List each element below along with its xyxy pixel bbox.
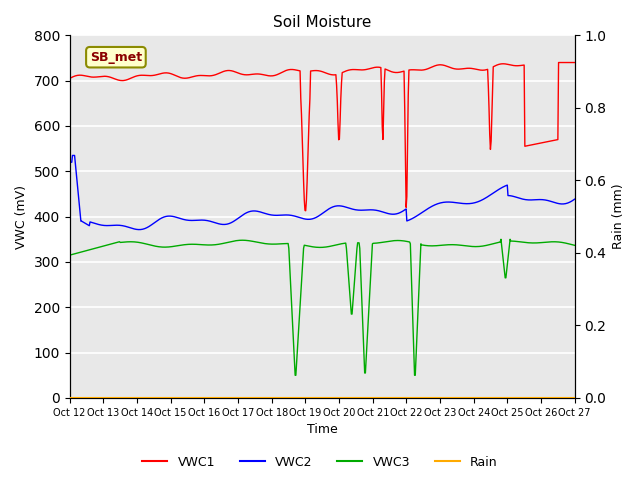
Text: SB_met: SB_met [90, 51, 142, 64]
Y-axis label: VWC (mV): VWC (mV) [15, 185, 28, 249]
Y-axis label: Rain (mm): Rain (mm) [612, 184, 625, 250]
Legend: VWC1, VWC2, VWC3, Rain: VWC1, VWC2, VWC3, Rain [138, 451, 502, 474]
X-axis label: Time: Time [307, 423, 337, 436]
Title: Soil Moisture: Soil Moisture [273, 15, 371, 30]
